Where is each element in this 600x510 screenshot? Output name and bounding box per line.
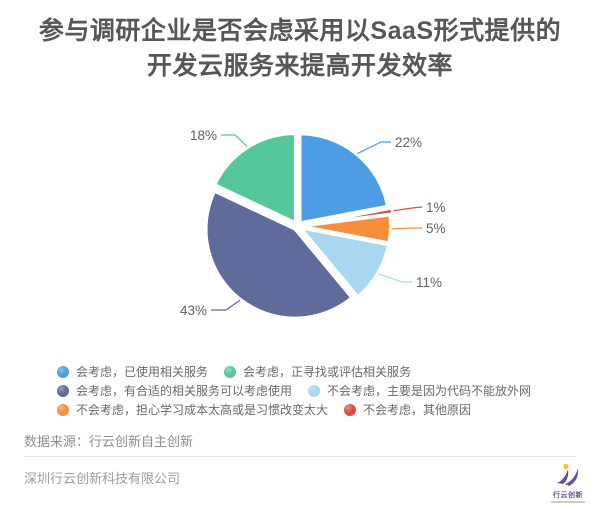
legend-label: 不会考虑，其他原因 <box>363 403 472 417</box>
logo-swoosh-icon <box>557 463 579 486</box>
company-logo: 行云创新 <box>543 463 593 503</box>
logo-text: 行云创新 <box>553 492 583 499</box>
legend-item-consider-evaluating[interactable]: 会考虑，正寻找或评估相关服务 <box>224 363 411 380</box>
legend-marker-icon <box>224 365 237 378</box>
pie-slice[interactable] <box>213 132 297 225</box>
legend-label: 会考虑，已使用相关服务 <box>76 365 209 379</box>
legend-item-consider-using[interactable]: 会考虑，已使用相关服务 <box>57 363 208 380</box>
pie-slice[interactable] <box>298 132 389 225</box>
legend-marker-icon <box>57 365 69 378</box>
pie-label-leader-line <box>221 134 248 148</box>
pie-label-leader-line <box>393 206 423 212</box>
pie-slice[interactable] <box>300 213 392 245</box>
pie-label-leader-line <box>357 141 391 155</box>
legend-row: 不会考虑，担心学习成本太高或是习惯改变太大 不会考虑，其他原因 <box>57 400 577 419</box>
logo-subtext-line <box>551 501 585 503</box>
legend-marker-icon <box>344 403 357 416</box>
pie-label-leader-line <box>391 227 422 230</box>
chart-title-line2: 开发云服务来提高开发效率 <box>146 52 453 80</box>
pie-slice[interactable] <box>204 189 354 320</box>
legend-label: 会考虑，有合适的相关服务可以考虑使用 <box>76 384 293 398</box>
pie-label-leader-line <box>378 273 412 283</box>
legend-label: 不会考虑，担心学习成本太高或是习惯改变太大 <box>76 403 329 417</box>
legend-row: 会考虑，已使用相关服务 会考虑，正寻找或评估相关服务 <box>57 362 577 381</box>
chart-legend: 会考虑，已使用相关服务 会考虑，正寻找或评估相关服务 会考虑，有合适的相关服务可… <box>57 362 577 419</box>
pie-percent-label: 1% <box>426 200 446 215</box>
legend-row: 会考虑，有合适的相关服务可以考虑使用 不会考虑，主要是因为代码不能放外网 <box>57 381 577 400</box>
pie-slice[interactable] <box>302 206 395 227</box>
legend-item-consider-suitable[interactable]: 会考虑，有合适的相关服务可以考虑使用 <box>57 382 292 399</box>
pie-percent-label: 11% <box>416 275 442 290</box>
pie-percent-label: 22% <box>395 135 422 150</box>
pie-label-leader-line <box>211 299 241 311</box>
legend-marker-icon <box>308 384 321 397</box>
legend-label: 会考虑，正寻找或评估相关服务 <box>243 365 412 379</box>
pie-percent-label: 43% <box>180 303 207 318</box>
legend-item-no-code-offsite[interactable]: 不会考虑，主要是因为代码不能放外网 <box>308 382 531 399</box>
legend-marker-icon <box>57 403 69 416</box>
pie-chart: 22% 1% 5% 11% 43% 18% <box>180 128 446 320</box>
pie-percent-label: 18% <box>190 128 217 143</box>
chart-title-line1: 参与调研企业是否会虑采用以SaaS形式提供的 <box>38 17 562 45</box>
divider-line <box>24 456 576 457</box>
chart-title: 参与调研企业是否会虑采用以SaaS形式提供的 开发云服务来提高开发效率 <box>0 14 600 84</box>
company-name: 深圳行云创新科技有限公司 <box>24 471 181 486</box>
chart-area: 22% 1% 5% 11% 43% 18% <box>0 100 600 350</box>
pie-percent-label: 5% <box>426 221 446 236</box>
data-source-note: 数据来源：行云创新自主创新 <box>24 434 194 449</box>
legend-label: 不会考虑，主要是因为代码不能放外网 <box>327 384 532 398</box>
legend-item-no-other[interactable]: 不会考虑，其他原因 <box>344 401 471 418</box>
legend-marker-icon <box>57 384 69 397</box>
pie-slice[interactable] <box>299 226 390 299</box>
legend-item-no-learning-cost[interactable]: 不会考虑，担心学习成本太高或是习惯改变太大 <box>57 401 328 418</box>
